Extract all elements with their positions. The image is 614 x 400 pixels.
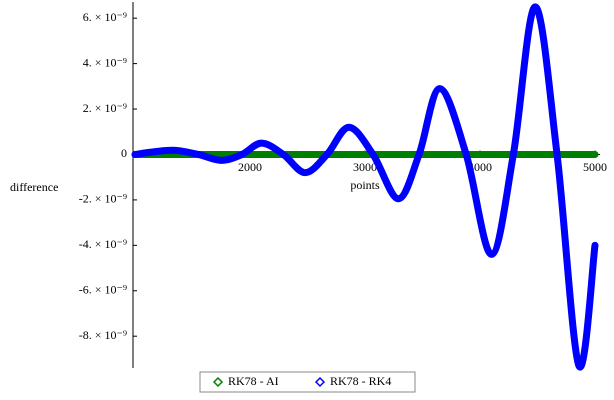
y-tick-label: 4. × 10⁻⁹: [83, 55, 127, 69]
x-tick-label: 2000: [238, 160, 262, 174]
y-tick-label: -6. × 10⁻⁹: [79, 283, 127, 297]
x-axis-label: points: [350, 178, 380, 192]
y-tick-label: -4. × 10⁻⁹: [79, 237, 127, 251]
series-line: [131, 3, 599, 371]
legend-box: [199, 371, 416, 393]
y-tick-label: 6. × 10⁻⁹: [83, 10, 127, 24]
legend-marker: [314, 376, 326, 388]
y-tick-label: -8. × 10⁻⁹: [79, 328, 127, 342]
y-tick-label: -2. × 10⁻⁹: [79, 192, 127, 206]
legend-label: RK78 - RK4: [330, 374, 391, 388]
y-tick-label: 0: [121, 146, 127, 160]
y-axis-label: difference: [10, 180, 58, 194]
y-tick-label: 2. × 10⁻⁹: [83, 101, 127, 115]
x-tick-label: 4000: [468, 160, 492, 174]
legend-label: RK78 - AI: [228, 374, 279, 388]
legend-marker: [212, 376, 224, 388]
x-tick-label: 5000: [583, 160, 607, 174]
x-tick-label: 3000: [353, 160, 377, 174]
